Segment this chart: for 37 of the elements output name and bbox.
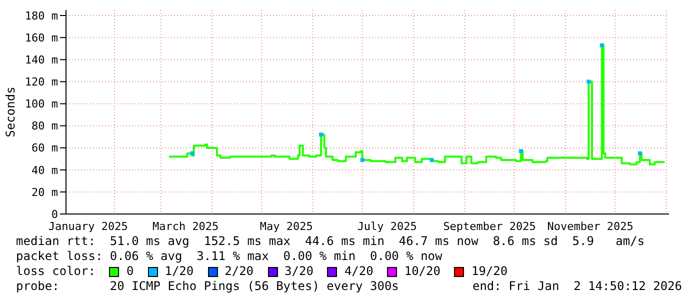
legend-label: 0 [126, 264, 134, 279]
point [586, 80, 591, 84]
y-tick-label: 120 m [24, 76, 58, 89]
x-tick-label: May 2025 [260, 220, 313, 233]
y-tick-label: 180 m [24, 9, 58, 22]
y-tick-label: 0 [51, 208, 58, 221]
legend-label: 3/20 [284, 264, 314, 279]
point [430, 158, 434, 162]
text: end: Fri Jan 2 14:50:12 2026 [472, 279, 682, 294]
point [319, 132, 324, 137]
x-tick-label: January 2025 [48, 220, 128, 233]
y-axis-title: Seconds [3, 86, 18, 138]
legend-label: 19/20 [471, 264, 508, 279]
point [518, 149, 523, 154]
point [638, 151, 642, 156]
y-tick-label: 60 m [32, 142, 58, 155]
x-tick-label: March 2025 [152, 220, 219, 233]
text: median rtt: 51.0 ms avg 152.5 ms max 44.6 ms min 46.7 ms now 8.6 ms sd 5.9 am/s [16, 234, 646, 249]
y-tick-label: 160 m [24, 31, 58, 44]
x-tick-label: November 2025 [547, 220, 634, 233]
text: probe: 20 ICMP Echo Pings (56 Bytes) every 300s [16, 279, 399, 294]
point [360, 158, 364, 162]
legend-label: 1/20 [164, 264, 194, 279]
y-tick-label: 140 m [24, 54, 58, 67]
point [600, 43, 604, 48]
legend-label: 10/20 [404, 264, 440, 279]
y-tick-label: 40 m [32, 164, 58, 177]
point [190, 151, 194, 156]
legend-label: 4/20 [344, 264, 374, 279]
text: packet loss: 0.06 % avg 3.11 % max 0.00 % min 0.00 % now [16, 249, 444, 264]
x-tick-label: July 2025 [357, 220, 417, 233]
legend-label: 2/20 [224, 264, 254, 279]
legend-title: loss color: [16, 264, 96, 279]
y-tick-label: 100 m [24, 98, 58, 111]
y-tick-label: 80 m [32, 120, 58, 133]
y-tick-label: 20 m [32, 186, 58, 199]
x-tick-label: September 2025 [443, 220, 536, 233]
